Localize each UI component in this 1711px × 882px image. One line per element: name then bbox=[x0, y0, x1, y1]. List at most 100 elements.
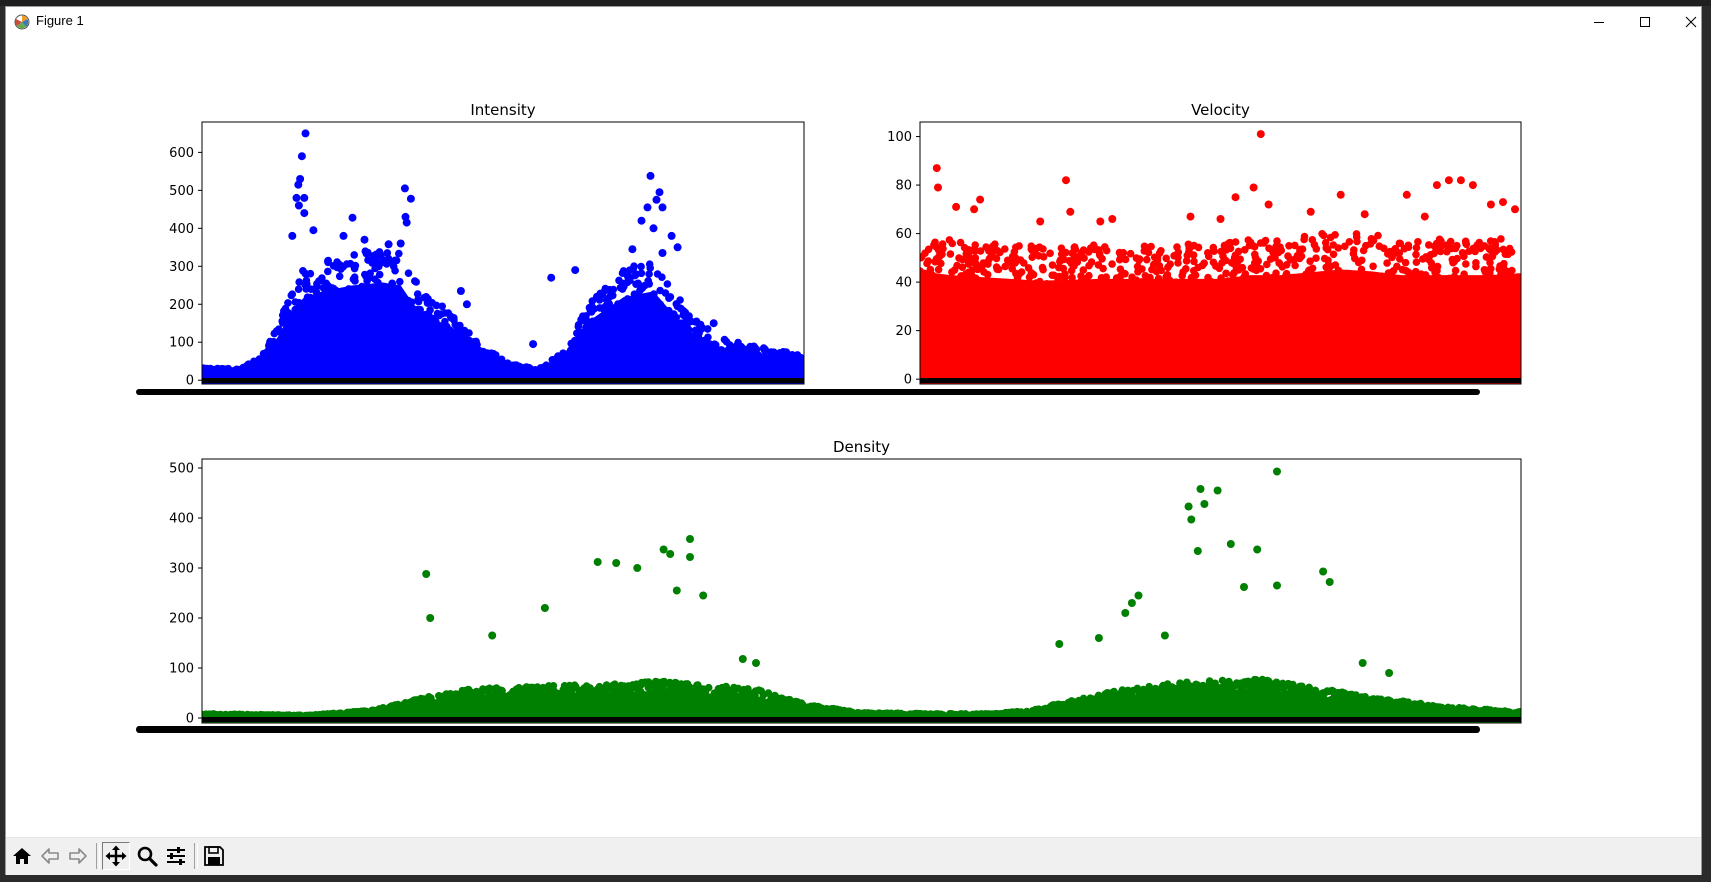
scatter-point bbox=[1070, 698, 1079, 706]
scatter-point bbox=[294, 201, 303, 210]
scatter-point bbox=[400, 184, 409, 193]
scatter-point bbox=[1134, 268, 1142, 276]
scatter-point bbox=[1373, 699, 1382, 708]
scatter-point bbox=[1362, 241, 1370, 250]
scatter-point bbox=[676, 304, 685, 313]
scatter-point bbox=[386, 293, 395, 301]
scatter-point bbox=[1012, 257, 1020, 265]
scatter-point bbox=[635, 296, 643, 305]
scatter-point bbox=[1048, 282, 1056, 290]
scatter-point bbox=[643, 203, 652, 212]
scatter-point bbox=[574, 321, 583, 329]
scatter-point bbox=[1234, 286, 1243, 294]
scatter-point bbox=[1085, 271, 1093, 280]
scatter-point bbox=[1299, 690, 1307, 698]
scatter-point bbox=[1344, 292, 1353, 301]
scatter-point bbox=[693, 342, 701, 350]
scatter-point bbox=[1064, 699, 1072, 707]
scatter-point bbox=[1251, 262, 1259, 271]
scatter-point bbox=[312, 288, 321, 296]
scatter-point bbox=[278, 319, 287, 327]
scatter-point bbox=[1186, 288, 1195, 297]
scatter-point bbox=[1200, 500, 1209, 508]
scatter-point bbox=[1177, 297, 1186, 305]
scatter-point bbox=[1182, 257, 1191, 265]
scatter-point bbox=[1070, 243, 1079, 252]
scatter-point bbox=[665, 306, 673, 315]
scatter-point bbox=[412, 701, 421, 710]
scatter-point bbox=[556, 691, 565, 699]
scatter-point bbox=[1055, 640, 1064, 648]
scatter-point bbox=[302, 285, 311, 293]
home-button[interactable] bbox=[8, 842, 36, 870]
scatter-point bbox=[1357, 265, 1366, 274]
scatter-point bbox=[1503, 288, 1511, 296]
scatter-point bbox=[1052, 300, 1061, 308]
minimize-button[interactable] bbox=[1576, 7, 1622, 37]
save-button[interactable] bbox=[200, 842, 228, 870]
close-button[interactable] bbox=[1668, 7, 1711, 37]
scatter-point bbox=[1334, 283, 1342, 292]
figure-canvas[interactable]: Intensity 0 100 200 300 400 500 600 Velocity 0 20 4… bbox=[6, 37, 1701, 837]
scatter-point bbox=[1251, 282, 1260, 291]
scatter-point bbox=[638, 690, 647, 698]
scatter-point bbox=[738, 655, 747, 663]
scatter-point bbox=[208, 367, 216, 375]
scatter-point bbox=[456, 691, 465, 699]
scatter-point bbox=[1020, 259, 1028, 267]
scatter-point bbox=[586, 693, 595, 701]
scatter-point bbox=[588, 297, 597, 305]
scatter-point bbox=[645, 691, 653, 699]
back-button[interactable] bbox=[36, 842, 64, 870]
scatter-point bbox=[1365, 275, 1373, 283]
scatter-point bbox=[1144, 248, 1153, 257]
window-title: Figure 1 bbox=[36, 13, 84, 28]
scatter-point bbox=[983, 270, 992, 279]
zoom-button[interactable] bbox=[133, 842, 161, 870]
scatter-point bbox=[1267, 290, 1276, 299]
scatter-point bbox=[1024, 264, 1033, 272]
pan-button[interactable] bbox=[102, 842, 130, 870]
configure-subplots-button[interactable] bbox=[162, 842, 190, 870]
scatter-point bbox=[1073, 258, 1082, 266]
scatter-point bbox=[1015, 270, 1024, 278]
scatter-point bbox=[324, 267, 332, 276]
scatter-point bbox=[1312, 254, 1320, 262]
forward-button[interactable] bbox=[64, 842, 92, 870]
scatter-point bbox=[952, 301, 960, 309]
title-bar[interactable]: Figure 1 bbox=[6, 7, 1701, 37]
scatter-point bbox=[658, 249, 667, 257]
scatter-point bbox=[334, 311, 343, 320]
scatter-point bbox=[1094, 634, 1103, 642]
scatter-point bbox=[1036, 217, 1045, 226]
scatter-point bbox=[468, 696, 477, 705]
scatter-point bbox=[629, 264, 638, 273]
scatter-point bbox=[1230, 269, 1238, 277]
scatter-point bbox=[475, 354, 483, 363]
scatter-point bbox=[1091, 291, 1100, 299]
scatter-point bbox=[1170, 252, 1178, 260]
scatter-point bbox=[221, 710, 230, 719]
scatter-point bbox=[1189, 251, 1198, 259]
maximize-button[interactable] bbox=[1622, 7, 1668, 37]
x-tick-marks bbox=[202, 717, 1521, 722]
scatter-point bbox=[1471, 247, 1479, 256]
axes-frame bbox=[919, 121, 1522, 385]
scatter-point bbox=[363, 304, 372, 312]
scatter-point bbox=[617, 317, 625, 325]
scatter-point bbox=[1032, 244, 1041, 253]
scatter-point bbox=[1504, 250, 1512, 259]
back-icon bbox=[41, 848, 59, 864]
scatter-point bbox=[1199, 681, 1207, 690]
scatter-point bbox=[645, 313, 653, 321]
scatter-point bbox=[1402, 190, 1411, 199]
scatter-point bbox=[706, 340, 714, 348]
scatter-point bbox=[1280, 301, 1288, 310]
scatter-point bbox=[1154, 274, 1163, 283]
scatter-point bbox=[570, 693, 579, 702]
scatter-point bbox=[704, 683, 713, 692]
scatter-point bbox=[1210, 689, 1219, 698]
scatter-point bbox=[1209, 243, 1218, 252]
scatter-point bbox=[738, 343, 746, 352]
scatter-point bbox=[595, 296, 604, 304]
